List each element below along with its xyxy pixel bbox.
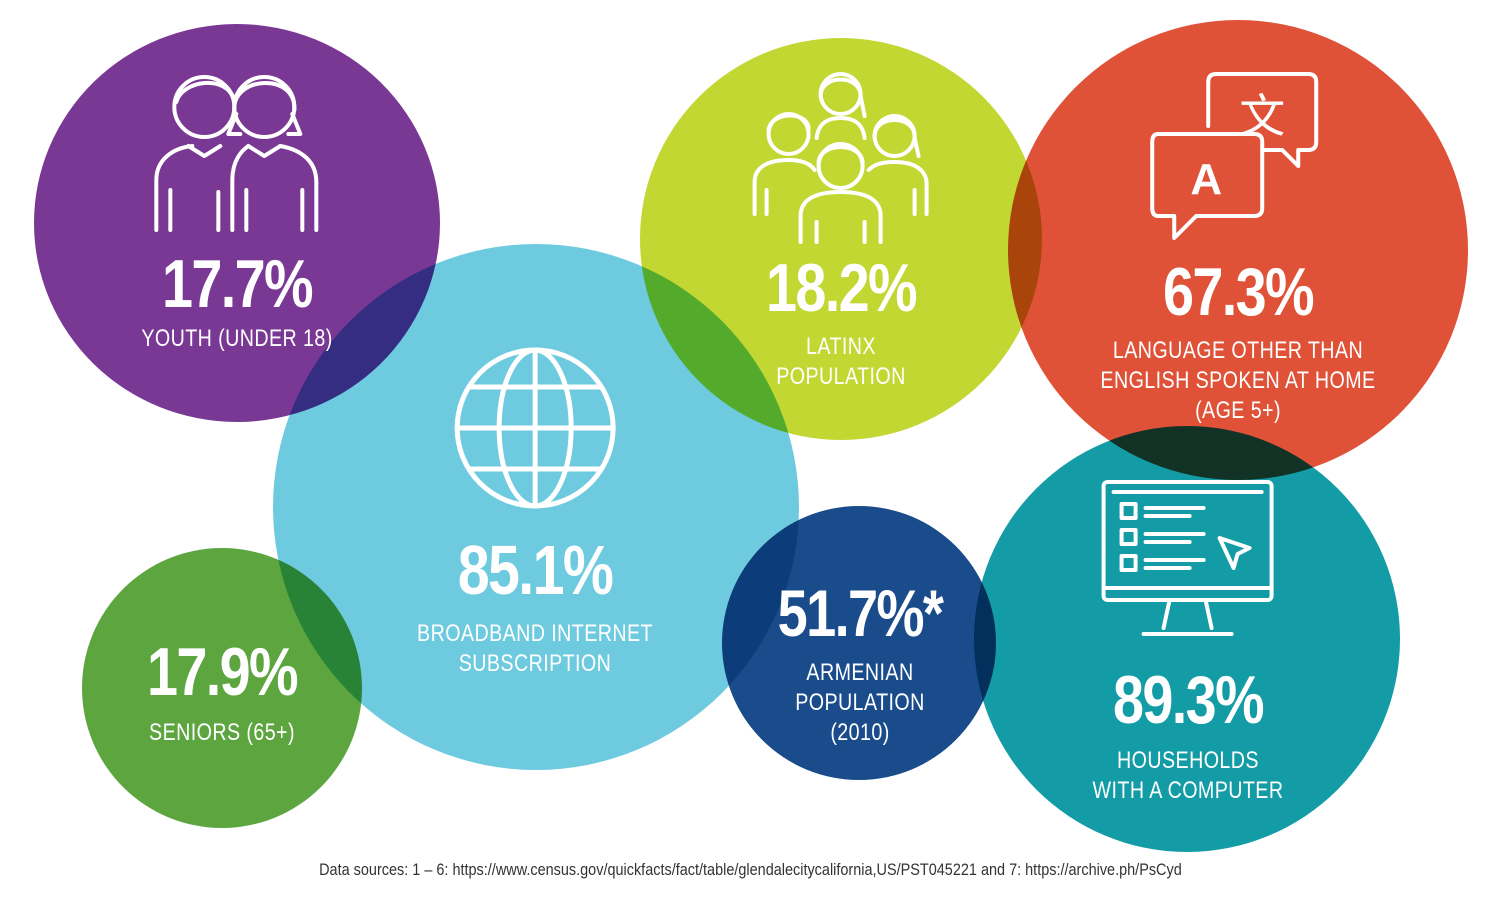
- youth-value: 17.7%: [162, 246, 314, 322]
- data-sources-footer: Data sources: 1 – 6: https://www.census.…: [0, 860, 1500, 880]
- armenian-stat: 51.7%* ARMENIAN POPULATION (2010): [760, 580, 961, 748]
- broadband-stat: 85.1% BROADBAND INTERNET SUBSCRIPTION: [391, 345, 679, 679]
- armenian-label-line-3: (2010): [830, 719, 890, 746]
- group-of-people-icon: [753, 72, 929, 244]
- computer-label-line-2: WITH A COMPUTER: [1092, 777, 1284, 804]
- seniors-label: SENIORS (65+): [149, 719, 295, 746]
- broadband-value: 85.1%: [457, 531, 614, 609]
- svg-text:A: A: [1190, 155, 1222, 204]
- latinx-label-line-1: LATINX: [806, 333, 876, 360]
- computer-stat: 89.3% HOUSEHOLDS WITH A COMPUTER: [1072, 478, 1305, 806]
- seniors-stat: 17.9% SENIORS (65+): [131, 638, 314, 748]
- youth-stat: 17.7% YOUTH (UNDER 18): [120, 62, 353, 354]
- seniors-bubble: [82, 548, 362, 828]
- data-sources-text: Data sources: 1 – 6: https://www.census.…: [318, 860, 1182, 879]
- translation-speech-bubbles-icon: 文 A: [1150, 72, 1318, 240]
- armenian-label-line-2: POPULATION: [795, 689, 925, 716]
- computer-monitor-icon: [1102, 480, 1274, 636]
- latinx-value: 18.2%: [766, 250, 918, 326]
- globe-icon: [454, 347, 616, 509]
- language-stat: 文 A 67.3% LANGUAGE OTHER THAN ENGLISH SP…: [1070, 70, 1406, 426]
- armenian-bubble: [722, 506, 996, 780]
- computer-label-line-1: HOUSEHOLDS: [1117, 747, 1259, 774]
- language-label-line-3: (AGE 5+): [1195, 397, 1281, 424]
- children-icon: [153, 75, 318, 232]
- language-bubble: [1008, 20, 1468, 480]
- armenian-value: 51.7%*: [777, 576, 944, 650]
- language-label-line-2: ENGLISH SPOKEN AT HOME: [1100, 367, 1376, 394]
- language-value: 67.3%: [1163, 254, 1315, 330]
- broadband-label-line-2: SUBSCRIPTION: [458, 650, 612, 677]
- broadband-label-line-1: BROADBAND INTERNET: [417, 620, 653, 647]
- computer-bubble: [974, 426, 1400, 852]
- armenian-label-line-1: ARMENIAN: [806, 659, 914, 686]
- youth-label: YOUTH (UNDER 18): [141, 325, 333, 352]
- latinx-label-line-2: POPULATION: [776, 363, 906, 390]
- language-label-line-1: LANGUAGE OTHER THAN: [1112, 337, 1364, 364]
- seniors-value: 17.9%: [147, 634, 299, 710]
- latinx-stat: 18.2% LATINX POPULATION: [750, 66, 933, 392]
- computer-value: 89.3%: [1113, 662, 1265, 738]
